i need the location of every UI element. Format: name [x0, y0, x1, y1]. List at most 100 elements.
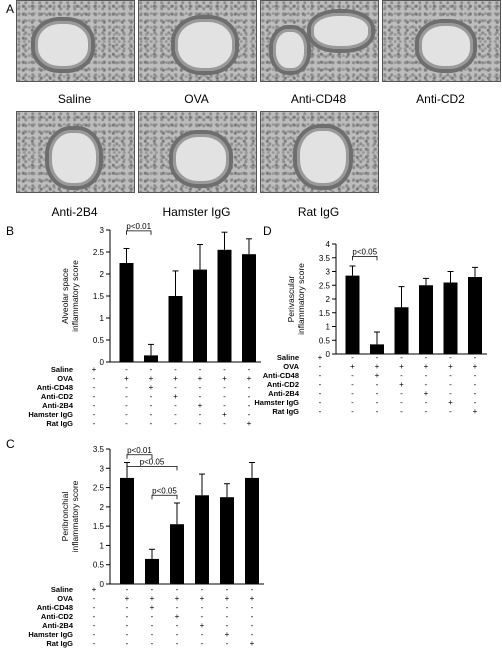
bar	[145, 558, 159, 584]
treatment-row-label: Anti-CD48	[37, 603, 73, 612]
treatment-sign: -	[319, 407, 322, 416]
treatment-row-label: Anti-CD2	[41, 612, 73, 621]
treatment-sign: -	[425, 371, 428, 380]
y-tick-label: 1.5	[93, 522, 105, 531]
treatment-sign: -	[151, 621, 154, 630]
treatment-sign: -	[248, 392, 251, 401]
treatment-sign: -	[151, 612, 154, 621]
treatment-sign: -	[251, 612, 254, 621]
y-tick-label: 0	[100, 358, 105, 367]
treatment-sign: -	[93, 383, 96, 392]
treatment-sign: -	[125, 401, 128, 410]
treatment-sign: -	[400, 398, 403, 407]
treatment-sign: -	[449, 407, 452, 416]
treatment-sign: +	[318, 353, 323, 362]
treatment-sign: +	[225, 630, 230, 639]
treatment-row-label: Hamster IgG	[28, 410, 73, 419]
micrograph-rat-igg	[260, 111, 379, 193]
significance-label: p<0.05	[140, 457, 165, 466]
treatment-sign: -	[176, 621, 179, 630]
bar	[394, 307, 409, 354]
treatment-sign: +	[175, 594, 180, 603]
treatment-sign: +	[125, 594, 130, 603]
bar	[119, 263, 134, 362]
treatment-sign: -	[150, 401, 153, 410]
treatment-row-label: Anti-2B4	[42, 621, 74, 630]
treatment-sign: +	[250, 594, 255, 603]
treatment-sign: -	[376, 407, 379, 416]
micrograph-anti-cd48	[260, 0, 379, 82]
treatment-sign: +	[198, 374, 203, 383]
chart-perivascular: 0 0.5 1 1.5 2 2.5 3 3.5 4 Perivascular inflammator…	[254, 240, 487, 416]
treatment-sign: -	[226, 639, 229, 648]
treatment-sign: -	[174, 365, 177, 374]
treatment-sign: -	[201, 603, 204, 612]
y-axis-label: Peribronchial	[60, 492, 70, 542]
treatment-row-label: Anti-CD48	[263, 371, 299, 380]
treatment-sign: -	[474, 380, 477, 389]
bar	[168, 296, 183, 362]
treatment-sign: -	[226, 621, 229, 630]
treatment-sign: +	[150, 594, 155, 603]
treatment-sign: -	[223, 419, 226, 428]
treatment-sign: -	[400, 353, 403, 362]
y-tick-label: 0.5	[93, 561, 105, 570]
treatment-sign: -	[376, 389, 379, 398]
treatment-sign: -	[93, 410, 96, 419]
treatment-row-label: Rat IgG	[272, 407, 299, 416]
micrograph-ova	[138, 0, 257, 82]
treatment-sign: -	[201, 612, 204, 621]
treatment-sign: +	[175, 612, 180, 621]
y-tick-label: 1.5	[319, 309, 331, 318]
bar	[245, 477, 259, 584]
treatment-sign: -	[425, 398, 428, 407]
bar	[193, 269, 207, 362]
significance-label: p<0.01	[126, 222, 151, 231]
y-tick-label: 2.5	[93, 484, 105, 493]
treatment-sign: -	[126, 612, 129, 621]
treatment-row-label: Anti-2B4	[42, 401, 74, 410]
y-tick-label: 2.5	[93, 248, 105, 257]
significance-label: p<0.05	[352, 247, 377, 256]
y-tick-label: 3	[100, 464, 105, 473]
treatment-sign: -	[425, 407, 428, 416]
treatment-sign: +	[222, 410, 227, 419]
micrograph-hamster-igg	[138, 111, 257, 193]
treatment-sign: +	[222, 374, 227, 383]
treatment-sign: +	[149, 374, 154, 383]
significance-bracket	[126, 465, 178, 471]
treatment-sign: -	[376, 398, 379, 407]
treatment-sign: -	[125, 410, 128, 419]
treatment-sign: -	[248, 410, 251, 419]
treatment-sign: -	[93, 374, 96, 383]
treatment-sign: +	[200, 621, 205, 630]
treatment-sign: -	[174, 419, 177, 428]
treatment-sign: -	[223, 383, 226, 392]
treatment-sign: -	[199, 365, 202, 374]
treatment-row-label: Hamster IgG	[28, 630, 73, 639]
treatment-row-label: OVA	[283, 362, 299, 371]
treatment-sign: -	[126, 603, 129, 612]
treatment-sign: -	[151, 639, 154, 648]
bar	[220, 497, 234, 584]
micrograph-anti-2b4	[16, 111, 135, 193]
treatment-sign: -	[474, 398, 477, 407]
treatment-sign: +	[448, 362, 453, 371]
treatment-sign: -	[93, 621, 96, 630]
treatment-sign: -	[176, 639, 179, 648]
treatment-sign: +	[225, 594, 230, 603]
treatment-sign: -	[93, 419, 96, 428]
treatment-sign: -	[251, 630, 254, 639]
y-tick-label: 1.5	[93, 292, 105, 301]
panel-letter-c: C	[6, 437, 15, 451]
treatment-sign: -	[174, 401, 177, 410]
treatment-sign: -	[93, 594, 96, 603]
y-axis-label: inflammatory score	[70, 480, 80, 552]
treatment-sign: -	[376, 353, 379, 362]
bar	[370, 344, 384, 354]
treatment-sign: +	[399, 362, 404, 371]
treatment-sign: -	[319, 380, 322, 389]
y-tick-label: 3	[100, 226, 105, 235]
treatment-sign: -	[126, 585, 129, 594]
y-tick-label: 1	[100, 541, 105, 550]
